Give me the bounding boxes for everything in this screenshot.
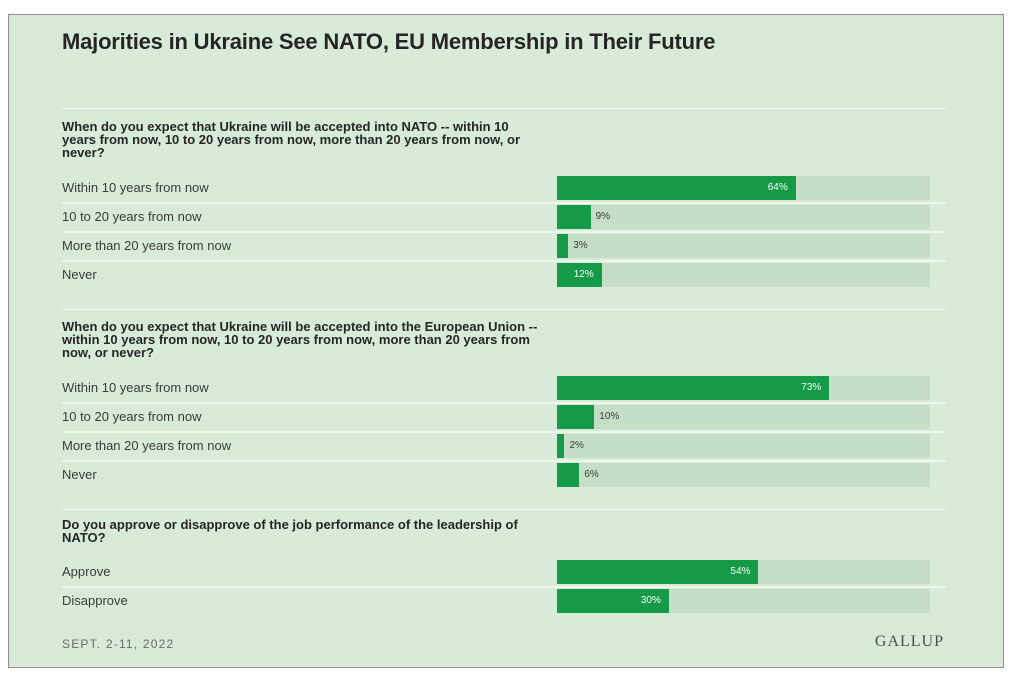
bar-track: 10%: [557, 405, 930, 429]
section-divider: [62, 309, 946, 310]
bar-value-label: 12%: [573, 269, 594, 280]
bar-track: 12%: [557, 263, 930, 287]
bar-track: 6%: [557, 463, 930, 487]
bar-row: 10 to 20 years from now 10%: [62, 404, 946, 433]
bar: [557, 589, 669, 613]
bar-label: Disapprove: [62, 593, 128, 608]
bar-value-label: 30%: [640, 595, 661, 606]
bar-value-label: 64%: [767, 182, 788, 193]
bar-value-label: 6%: [584, 469, 599, 480]
section-divider: [62, 509, 946, 510]
survey-date: SEPT. 2-11, 2022: [62, 637, 175, 651]
bar-row: Approve 54%: [62, 559, 946, 588]
bar-label: More than 20 years from now: [62, 438, 232, 453]
bar-track: 73%: [557, 376, 930, 400]
row-divider: [62, 260, 946, 262]
question-eu: When do you expect that Ukraine will be …: [62, 319, 538, 360]
bar-value-label: 3%: [573, 240, 588, 251]
bar: [557, 376, 830, 400]
bar-track: 64%: [557, 176, 930, 200]
bar: [557, 463, 580, 487]
bar-label: More than 20 years from now: [62, 238, 232, 253]
bar-label: 10 to 20 years from now: [62, 209, 202, 224]
bar-track: 3%: [557, 234, 930, 258]
bar-track: 2%: [557, 434, 930, 458]
bar-track: 30%: [557, 589, 930, 613]
bar-label: 10 to 20 years from now: [62, 409, 202, 424]
row-divider: [62, 202, 946, 204]
bar-value-label: 54%: [730, 566, 751, 577]
bar-row: More than 20 years from now 3%: [62, 233, 946, 262]
bar-row: 10 to 20 years from now 9%: [62, 204, 946, 233]
chart-card: [8, 14, 1004, 668]
bar: [557, 205, 591, 229]
bar-row: Disapprove 30%: [62, 588, 946, 614]
bar-row: More than 20 years from now 2%: [62, 433, 946, 462]
question-nato: When do you expect that Ukraine will be …: [62, 119, 521, 160]
row-divider: [62, 431, 946, 433]
bar: [557, 234, 569, 258]
bar: [557, 176, 796, 200]
bar-value-label: 9%: [595, 211, 611, 222]
row-divider: [62, 231, 946, 233]
question-approval: Do you approve or disapprove of the job …: [62, 517, 518, 545]
bar-value-label: 2%: [569, 440, 584, 451]
gallup-logo: GALLUP: [874, 633, 944, 650]
bar-label: Within 10 years from now: [62, 380, 209, 395]
bar-label: Approve: [62, 564, 111, 579]
bar: [557, 560, 759, 584]
bar-value-label: 10%: [599, 411, 620, 422]
bar-row: Never 6%: [62, 462, 946, 488]
section-divider: [62, 108, 946, 109]
bar: [557, 434, 565, 458]
row-divider: [62, 460, 946, 462]
bar-track: 54%: [557, 560, 930, 584]
bar-label: Never: [62, 267, 97, 282]
chart-title: Majorities in Ukraine See NATO, EU Membe…: [62, 29, 716, 54]
bar-row: Within 10 years from now 73%: [62, 375, 946, 404]
bar: [557, 405, 595, 429]
row-divider: [62, 586, 946, 588]
bar-label: Never: [62, 467, 97, 482]
bar-track: 9%: [557, 205, 930, 229]
bar-value-label: 73%: [801, 382, 822, 393]
bar-label: Within 10 years from now: [62, 180, 209, 195]
row-divider: [62, 402, 946, 404]
bar: [557, 263, 602, 287]
bar-row: Within 10 years from now 64%: [62, 175, 946, 204]
bar-row: Never 12%: [62, 262, 946, 288]
